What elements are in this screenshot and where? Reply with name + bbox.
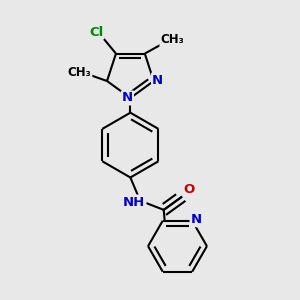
Text: CH₃: CH₃	[160, 33, 184, 46]
Text: Cl: Cl	[89, 26, 103, 38]
Text: N: N	[122, 92, 133, 104]
Text: N: N	[190, 213, 202, 226]
Text: CH₃: CH₃	[68, 66, 92, 79]
Text: O: O	[184, 183, 195, 196]
Text: N: N	[152, 74, 163, 86]
Text: NH: NH	[123, 196, 146, 208]
